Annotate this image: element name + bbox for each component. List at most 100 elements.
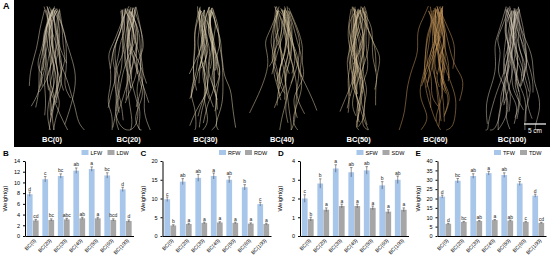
x-tick: BC(40) <box>205 236 221 253</box>
bar <box>302 199 308 237</box>
error-bar-cap <box>309 217 312 218</box>
root-strand <box>506 10 520 86</box>
y-axis: 05101520 <box>151 158 163 239</box>
y-tick: 4 <box>292 158 300 164</box>
bar <box>395 180 401 236</box>
x-tick: BC(0) <box>436 236 450 251</box>
error-bar <box>387 210 390 214</box>
x-tick-label: BC(20) <box>449 237 465 253</box>
panel-label: B <box>3 149 9 158</box>
legend-label: RFW <box>228 150 241 156</box>
error-bar-cap <box>509 220 512 221</box>
error-bar-cap <box>441 195 444 196</box>
y-tick: 20 <box>426 196 437 202</box>
error-bar-cap <box>249 222 252 223</box>
bar <box>532 196 538 236</box>
sample-label: BC(50) <box>347 135 372 144</box>
error-bar-stem <box>244 185 245 190</box>
significance-letter: c <box>166 191 169 197</box>
error-bar-stem <box>448 223 449 224</box>
root-strand <box>340 8 363 112</box>
y-tick-label: 0 <box>17 233 20 239</box>
y-tick-mark <box>161 161 163 162</box>
significance-letter: a <box>402 201 405 207</box>
bar <box>48 220 54 236</box>
root-strand <box>440 12 445 86</box>
bar <box>323 210 329 236</box>
significance-letter: d <box>121 181 124 187</box>
y-tick-mark <box>23 236 25 237</box>
bar <box>110 220 116 236</box>
x-tick: BC(50) <box>221 236 237 253</box>
significance-letter: a <box>187 217 190 223</box>
root-strand <box>212 8 223 130</box>
bar <box>379 185 385 236</box>
error-bar-cap <box>172 224 175 225</box>
error-bar-stem <box>250 223 251 225</box>
y-axis-line <box>163 162 164 237</box>
root-strand <box>269 7 276 67</box>
y-axis-title: Weight(g) <box>277 186 283 212</box>
error-bar <box>540 222 543 223</box>
x-tick-label: BC(30) <box>465 237 481 253</box>
x-tick-label: BC(30) <box>190 237 206 253</box>
y-tick: 10 <box>426 215 437 221</box>
bar <box>232 223 238 236</box>
error-bar-stem <box>397 176 398 184</box>
error-bar-cap <box>34 219 37 220</box>
x-axis-line <box>438 236 547 237</box>
error-bar-stem <box>388 210 389 214</box>
error-bar-stem <box>29 192 30 196</box>
significance-letter: a <box>371 200 374 206</box>
root-strand <box>490 10 513 130</box>
x-tick-label: BC(0) <box>436 237 450 251</box>
significance-letter: c <box>518 175 521 181</box>
root-strand <box>199 10 206 128</box>
significance-letter: c <box>259 196 262 202</box>
error-bar-stem <box>525 221 526 222</box>
bar <box>333 169 339 237</box>
y-tick-label: 20 <box>426 196 432 202</box>
x-tick: BC(100) <box>525 236 543 255</box>
error-bar <box>303 195 306 203</box>
error-bar-stem <box>51 219 52 221</box>
error-bar <box>309 217 312 221</box>
error-bar-stem <box>351 168 352 177</box>
bar <box>226 180 232 236</box>
error-bar-stem <box>128 220 129 222</box>
y-axis-title: Weight(g) <box>415 186 421 212</box>
error-bar <box>187 223 190 225</box>
error-bar-cap <box>350 167 353 168</box>
bar <box>186 224 192 236</box>
bar <box>364 170 370 236</box>
error-bar <box>319 179 322 188</box>
y-tick: 0 <box>17 233 25 239</box>
x-tick: BC(50) <box>83 236 99 253</box>
x-tick-label: BC(40) <box>205 237 221 253</box>
significance-letter: ab <box>395 170 401 176</box>
error-bar-cap <box>319 178 322 179</box>
error-bar-stem <box>403 208 404 212</box>
bar <box>79 218 85 236</box>
y-tick-mark <box>161 199 163 200</box>
y-tick-mark <box>436 170 438 171</box>
bar <box>211 176 217 236</box>
root-strand <box>44 7 84 130</box>
error-bar-stem <box>229 177 230 183</box>
error-bar <box>340 204 343 208</box>
x-tick: BC(30) <box>190 236 206 253</box>
root-strand <box>113 8 134 128</box>
root-strand <box>136 7 150 130</box>
y-tick: 10 <box>14 180 25 186</box>
significance-letter: a <box>90 160 93 166</box>
root-sketch <box>250 6 317 130</box>
error-bar <box>44 177 47 182</box>
significance-letter: b <box>243 178 246 184</box>
significance-letter: b <box>172 218 175 224</box>
y-tick-label: 14 <box>14 158 20 164</box>
root-strand <box>48 10 55 130</box>
x-tick-label: BC(100) <box>112 237 130 255</box>
significance-letter: b <box>381 175 384 181</box>
error-bar-stem <box>479 220 480 221</box>
bar <box>538 223 544 236</box>
